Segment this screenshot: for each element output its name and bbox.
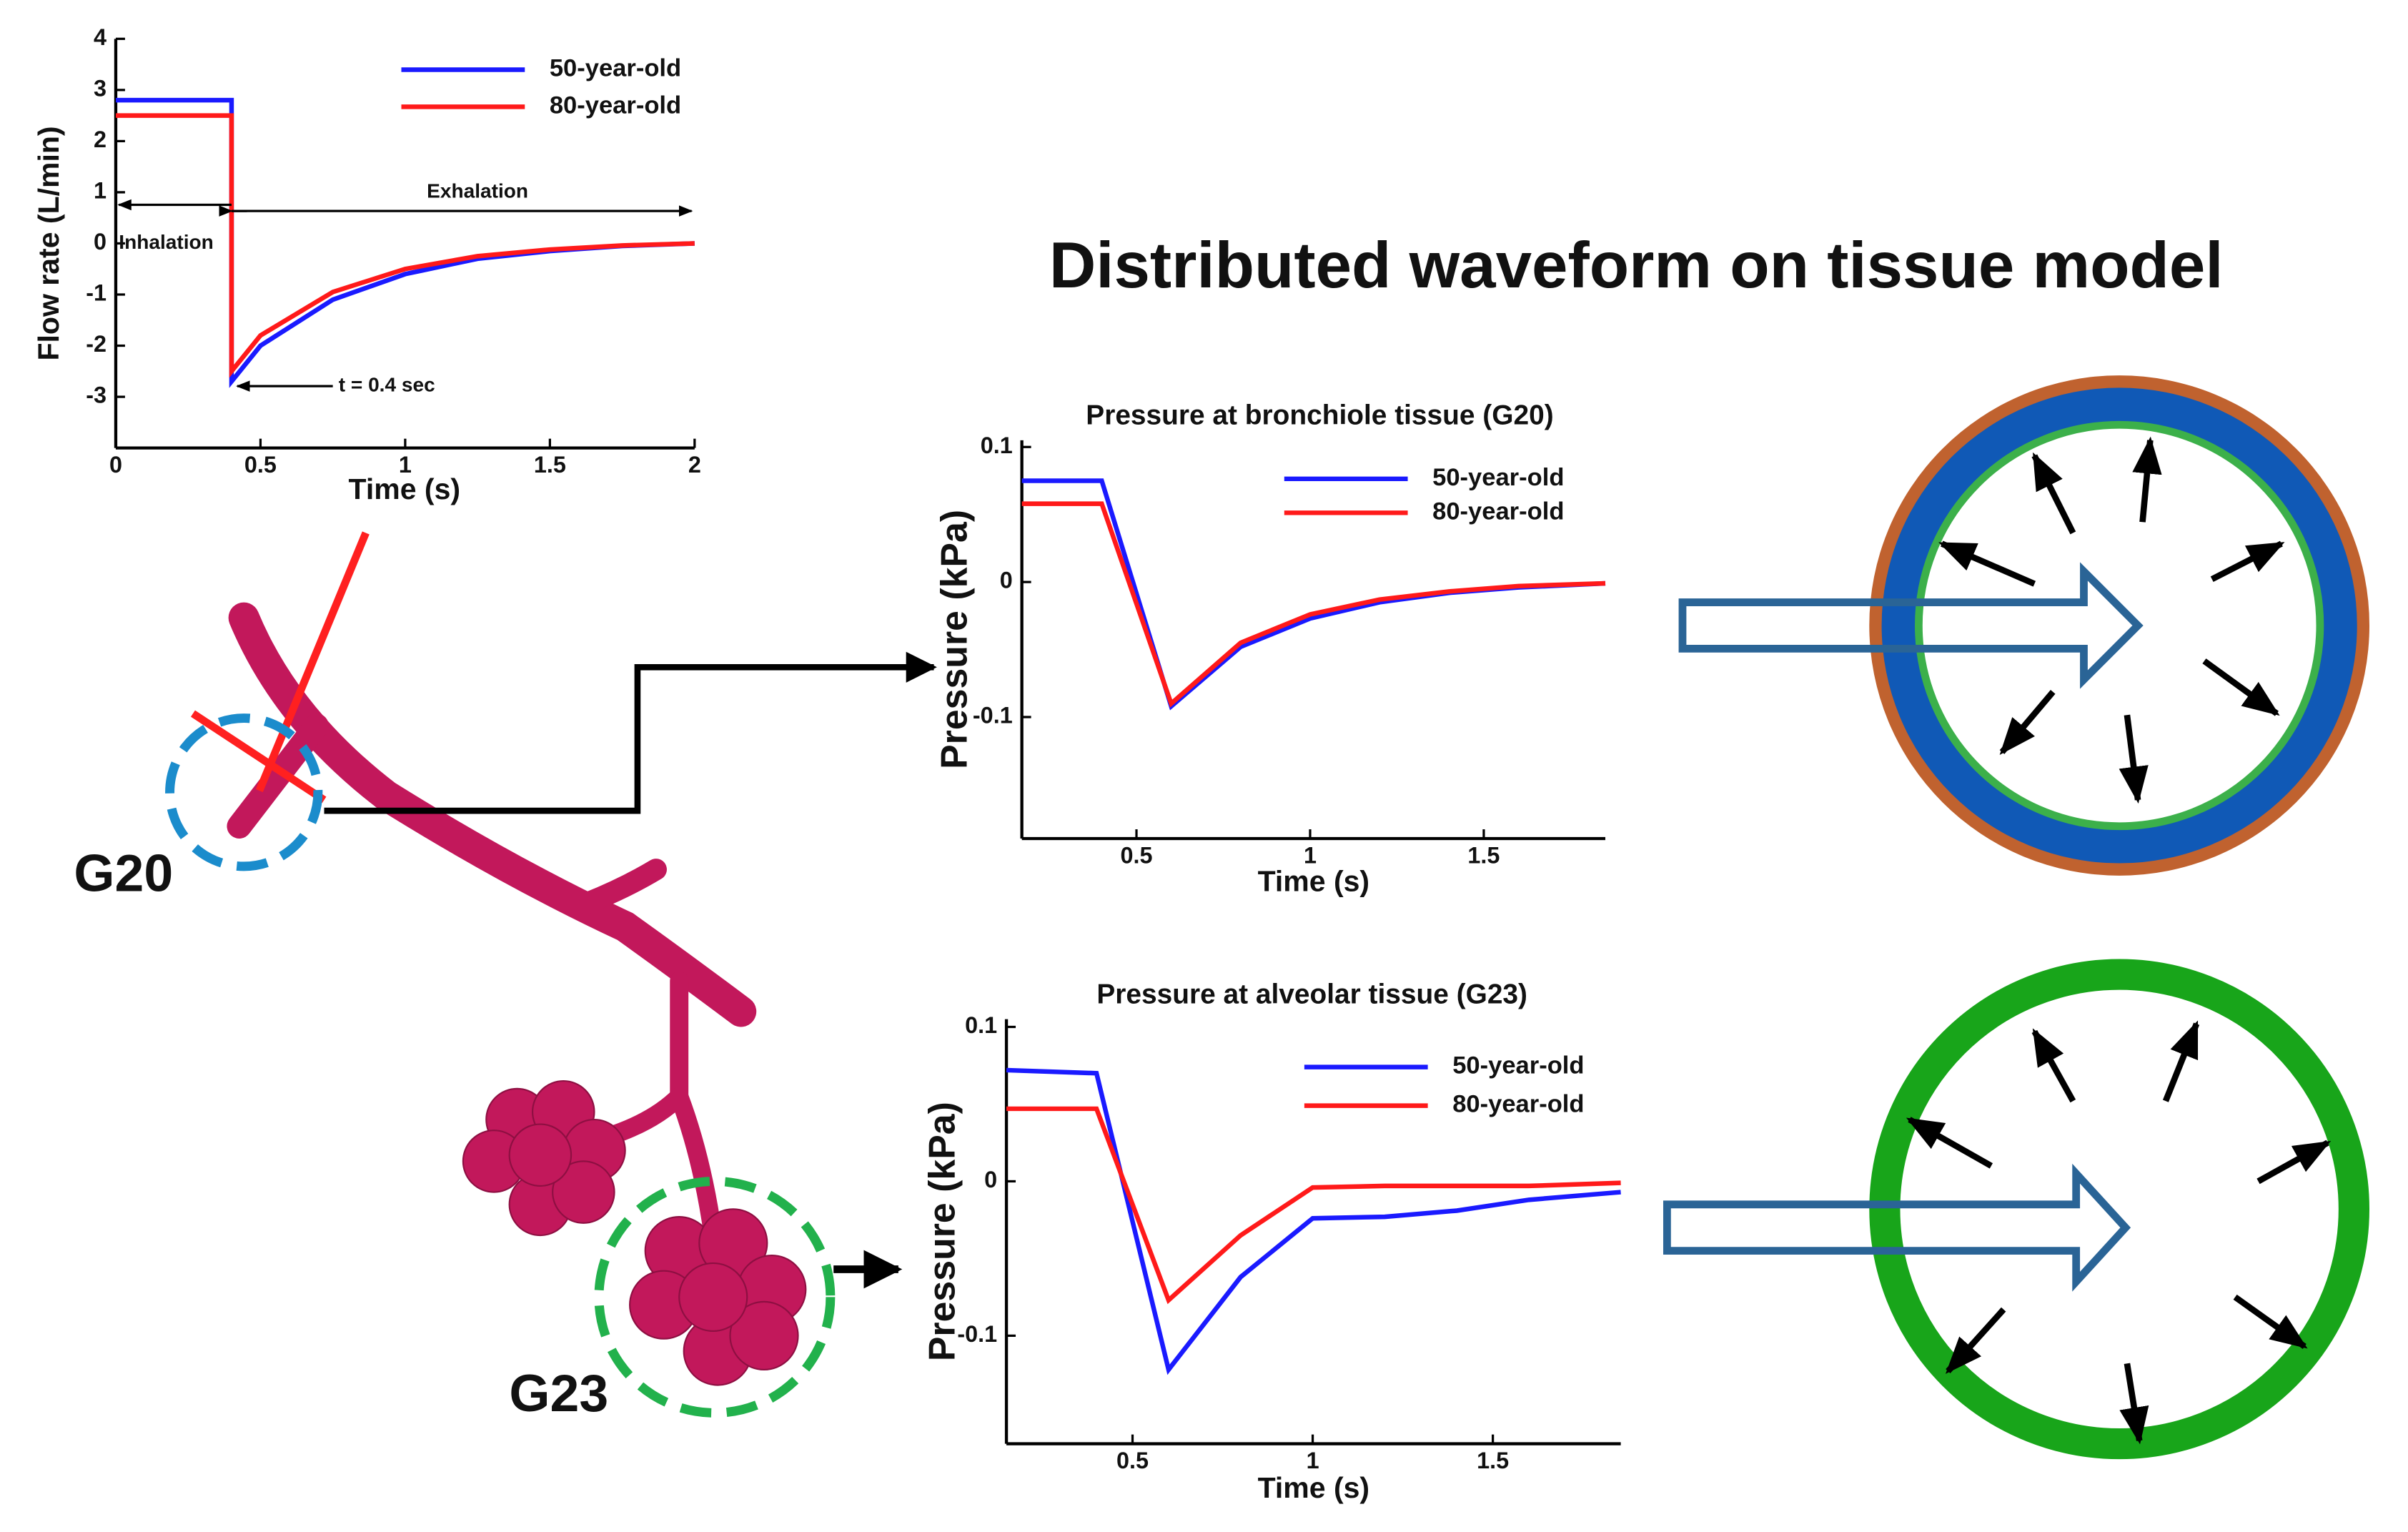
alveoli-cluster <box>462 1079 807 1386</box>
annotation: Exhalation <box>427 180 528 202</box>
y-tick-label: 2 <box>94 127 106 152</box>
y-axis-label: Flow rate (L/min) <box>32 126 65 360</box>
chart: -0.1 0 0.1 0.5 1 1.5 Time (s) Pressure (kPa) Pre… <box>933 400 1606 897</box>
x-tick-label: 1.5 <box>1477 1448 1509 1473</box>
y-tick-label: 1 <box>94 177 106 203</box>
y-tick-label: -2 <box>86 331 106 357</box>
y-tick-label: -1 <box>86 280 106 306</box>
tissue-bronchiole <box>1678 375 2370 876</box>
legend-label: 80-year-old <box>1432 498 1564 525</box>
y-axis-label: Pressure (kPa) <box>921 1102 962 1361</box>
legend-label: 50-year-old <box>550 55 681 82</box>
x-tick-label: 0.5 <box>244 452 277 478</box>
legend-label: 50-year-old <box>1432 464 1564 491</box>
x-tick-label: 1 <box>399 452 412 478</box>
annotation: t = 0.4 sec <box>339 374 435 396</box>
x-tick-label: 2 <box>688 452 701 478</box>
x-tick-label: 0.5 <box>1121 842 1153 868</box>
series-line <box>1021 501 1606 708</box>
x-tick-label: 0.5 <box>1116 1448 1149 1473</box>
g23-label: G23 <box>509 1364 608 1423</box>
cut-line <box>190 710 327 804</box>
y-tick-label: 0.1 <box>981 433 1013 458</box>
series-line <box>1006 1106 1621 1305</box>
chart-title: Pressure at alveolar tissue (G23) <box>1096 979 1527 1010</box>
series-line <box>115 113 695 378</box>
y-tick-label: 4 <box>94 24 106 50</box>
chart-title: Pressure at bronchiole tissue (G20) <box>1086 400 1553 431</box>
x-tick-label: 1 <box>1307 1448 1319 1473</box>
y-tick-label: 0 <box>94 229 106 254</box>
connector <box>324 651 937 814</box>
cut-line <box>255 531 370 793</box>
legend-label: 80-year-old <box>1452 1091 1584 1118</box>
chart: -3 -2 -1 0 1 2 3 4 0 0.5 1 1.5 2 Time (s) Flow rate (L… <box>32 24 701 505</box>
x-axis-label: Time (s) <box>1258 864 1370 897</box>
legend-label: 80-year-old <box>550 92 681 119</box>
y-tick-label: -3 <box>86 382 106 408</box>
y-tick-label: 0 <box>1000 568 1013 593</box>
g20-marker <box>165 713 323 871</box>
tissue-alveolar <box>1663 959 2370 1460</box>
x-axis-label: Time (s) <box>1258 1471 1370 1504</box>
g20-label: G20 <box>74 844 173 902</box>
chart: -0.1 0 0.1 0.5 1 1.5 Time (s) Pressure (kPa) Pre… <box>921 979 1621 1504</box>
x-tick-label: 0 <box>109 452 122 478</box>
y-tick-label: 3 <box>94 75 106 101</box>
y-tick-label: 0.1 <box>965 1012 997 1038</box>
y-axis-label: Pressure (kPa) <box>933 510 975 769</box>
y-tick-label: -0.1 <box>973 703 1013 728</box>
x-tick-label: 1.5 <box>1467 842 1500 868</box>
x-tick-label: 1.5 <box>534 452 566 478</box>
g23-marker <box>594 1176 836 1418</box>
y-tick-label: 0 <box>984 1167 997 1192</box>
x-tick-label: 1 <box>1304 842 1317 868</box>
legend-label: 50-year-old <box>1452 1052 1584 1079</box>
figure-title: Distributed waveform on tissue model <box>1049 229 2224 302</box>
annotation: Inhalation <box>119 231 214 253</box>
x-axis-label: Time (s) <box>349 473 461 505</box>
y-tick-label: -0.1 <box>957 1321 997 1347</box>
